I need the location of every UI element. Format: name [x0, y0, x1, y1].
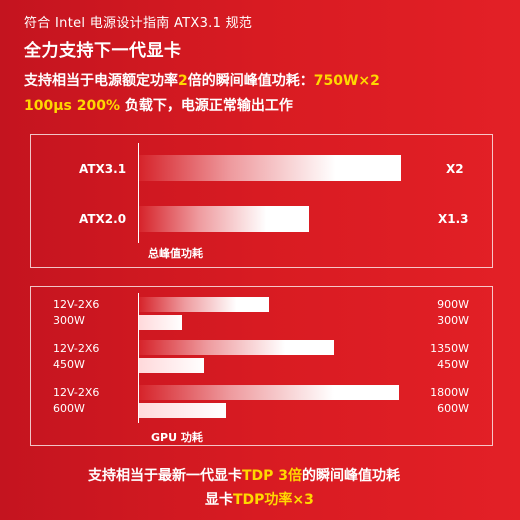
gpu-peak-value: 1350W	[430, 342, 469, 355]
gpu-power-panel: 12V-2X6 300W 900W 300W 12V-2X6 450W 1350…	[30, 286, 493, 446]
gpu-group-label-600: 12V-2X6 600W	[53, 385, 99, 417]
peak-bar-atx31	[139, 155, 401, 181]
load-line: 100μs 200% 负载下，电源正常输出工作	[24, 95, 293, 115]
gpu-tdp-value: 450W	[437, 358, 469, 371]
peak-power-text: 支持相当于电源额定功率	[24, 73, 178, 89]
peak-power-panel: ATX3.1 X2 ATX2.0 X1.3 总峰值功耗	[30, 134, 493, 268]
load-spec: 100μs 200%	[24, 98, 120, 114]
peak-row-label-atx20: ATX2.0	[79, 212, 127, 226]
gpu-tdp-label: 300W	[53, 314, 85, 327]
gpu-connector-label: 12V-2X6	[53, 386, 100, 399]
gpu-group-label-300: 12V-2X6 300W	[53, 297, 99, 329]
gpu-tdp-bar-450	[139, 358, 204, 373]
peak-axis	[138, 143, 139, 243]
gpu-values-600: 1800W 600W	[429, 385, 469, 417]
load-text: 负载下，电源正常输出工作	[119, 98, 293, 114]
footer-text: 支持相当于最新一代显卡	[88, 468, 242, 484]
gpu-group-label-450: 12V-2X6 450W	[53, 341, 99, 373]
footer-tdp-multiplier: TDP 3倍	[242, 468, 303, 484]
peak-power-multiplier: 2	[178, 73, 188, 89]
footer-line-1: 支持相当于最新一代显卡TDP 3倍的瞬间峰值功耗	[88, 465, 400, 485]
gpu-values-450: 1350W 450W	[429, 341, 469, 373]
footer-tdp-power: TDP功率×3	[233, 492, 314, 508]
gpu-peak-value: 1800W	[430, 386, 469, 399]
spec-subtitle: 符合 Intel 电源设计指南 ATX3.1 规范	[24, 16, 253, 31]
peak-chart-caption: 总峰值功耗	[148, 247, 203, 260]
gpu-peak-bar-300	[139, 297, 269, 312]
gpu-tdp-bar-600	[139, 403, 226, 418]
peak-row-label-atx31: ATX3.1	[79, 162, 127, 176]
footer-text-post: 的瞬间峰值功耗	[302, 468, 401, 484]
peak-power-text-mid: 倍的瞬间峰值功耗：	[187, 73, 314, 89]
peak-power-line: 支持相当于电源额定功率2倍的瞬间峰值功耗：750W×2	[24, 70, 380, 90]
gpu-peak-bar-450	[139, 340, 334, 355]
peak-bar-atx20	[139, 206, 309, 232]
gpu-tdp-label: 450W	[53, 358, 85, 371]
gpu-tdp-bar-300	[139, 315, 182, 330]
peak-multiplier-atx31: X2	[446, 162, 464, 176]
gpu-connector-label: 12V-2X6	[53, 342, 100, 355]
gpu-peak-value: 900W	[437, 298, 469, 311]
footer-gpu-text: 显卡	[205, 492, 233, 508]
gpu-chart-caption: GPU 功耗	[151, 431, 203, 444]
gpu-peak-bar-600	[139, 385, 399, 400]
gpu-tdp-value: 300W	[437, 314, 469, 327]
peak-multiplier-atx20: X1.3	[438, 212, 469, 226]
peak-power-value: 750W×2	[313, 73, 380, 89]
footer-line-2: 显卡TDP功率×3	[205, 489, 314, 509]
gpu-values-300: 900W 300W	[431, 297, 469, 329]
gpu-tdp-label: 600W	[53, 402, 85, 415]
gpu-axis	[138, 293, 139, 423]
gpu-tdp-value: 600W	[437, 402, 469, 415]
page-title: 全力支持下一代显卡	[24, 41, 182, 61]
gpu-connector-label: 12V-2X6	[53, 298, 100, 311]
